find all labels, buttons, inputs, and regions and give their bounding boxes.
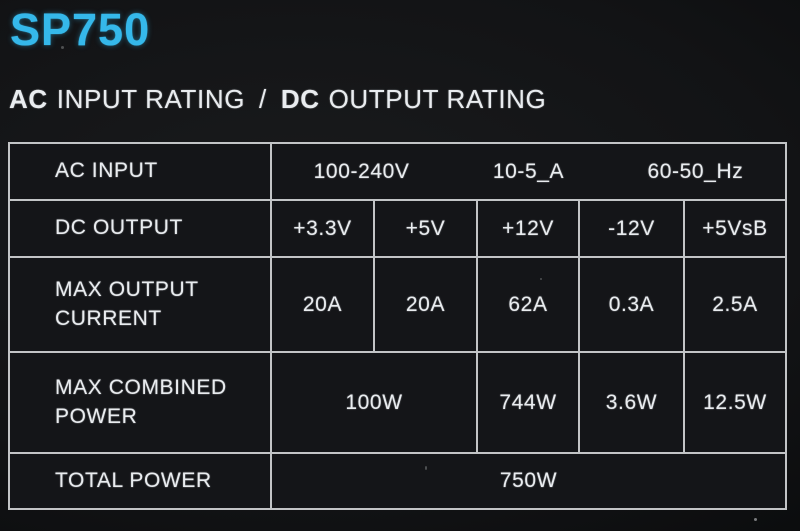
cell-rail-5vsb: +5VsB bbox=[683, 199, 787, 258]
ac-values-group: 100-240V 10-5_A 60-50_Hz bbox=[272, 160, 785, 184]
row-label-total-power: TOTAL POWER bbox=[8, 452, 272, 510]
ac-frequency-value: 60-50_Hz bbox=[647, 159, 744, 183]
dust-speck bbox=[61, 46, 64, 49]
heading-separator: / bbox=[259, 84, 267, 114]
row-label-ac-input: AC INPUT bbox=[8, 142, 272, 201]
cell-rail-5v: +5V bbox=[373, 199, 478, 258]
dust-speck bbox=[754, 518, 757, 521]
heading-dc: DC bbox=[280, 84, 320, 114]
cell-power-5vsb: 12.5W bbox=[683, 351, 787, 454]
cell-current-3v3: 20A bbox=[270, 256, 375, 353]
dust-speck bbox=[540, 278, 542, 280]
heading-ac: AC bbox=[9, 84, 48, 114]
cell-total-power: 750W bbox=[270, 452, 787, 510]
table-row-max-combined-power: MAX COMBINED POWER 100W 744W 3.6W 12.5W bbox=[8, 351, 787, 454]
spec-table: AC INPUT 100-240V 10-5_A 60-50_Hz DC OUT… bbox=[8, 142, 787, 510]
dust-speck bbox=[425, 466, 427, 470]
cell-rail-neg12v: -12V bbox=[578, 199, 685, 258]
section-heading: AC INPUT RATING / DC OUTPUT RATING bbox=[9, 84, 546, 115]
cell-current-5vsb: 2.5A bbox=[683, 256, 787, 353]
ac-current-value: 10-5_A bbox=[492, 159, 565, 183]
page-title: SP750 bbox=[10, 4, 151, 55]
cell-current-neg12v: 0.3A bbox=[578, 256, 685, 353]
cell-rail-12v: +12V bbox=[476, 199, 580, 258]
row-label-dc-output: DC OUTPUT bbox=[8, 199, 272, 258]
cell-rail-3v3: +3.3V bbox=[270, 199, 375, 258]
table-row-total-power: TOTAL POWER 750W bbox=[8, 452, 787, 510]
heading-output-rating: OUTPUT RATING bbox=[328, 84, 547, 114]
cell-current-12v: 62A bbox=[476, 256, 580, 353]
ac-voltage-value: 100-240V bbox=[313, 159, 410, 183]
cell-power-3v3-5v: 100W bbox=[270, 351, 478, 454]
table-row-max-output-current: MAX OUTPUT CURRENT 20A 20A 62A 0.3A 2.5A bbox=[8, 256, 787, 353]
heading-input-rating: INPUT RATING bbox=[56, 84, 246, 114]
row-label-max-combined-power: MAX COMBINED POWER bbox=[8, 351, 272, 454]
cell-power-neg12v: 3.6W bbox=[578, 351, 685, 454]
cell-ac-input-values: 100-240V 10-5_A 60-50_Hz bbox=[270, 142, 787, 201]
table-row-dc-output: DC OUTPUT +3.3V +5V +12V -12V +5VsB bbox=[8, 199, 787, 258]
cell-current-5v: 20A bbox=[373, 256, 478, 353]
cell-power-12v: 744W bbox=[476, 351, 580, 454]
row-label-max-output-current: MAX OUTPUT CURRENT bbox=[8, 256, 272, 353]
table-row-ac-input: AC INPUT 100-240V 10-5_A 60-50_Hz bbox=[8, 142, 787, 201]
